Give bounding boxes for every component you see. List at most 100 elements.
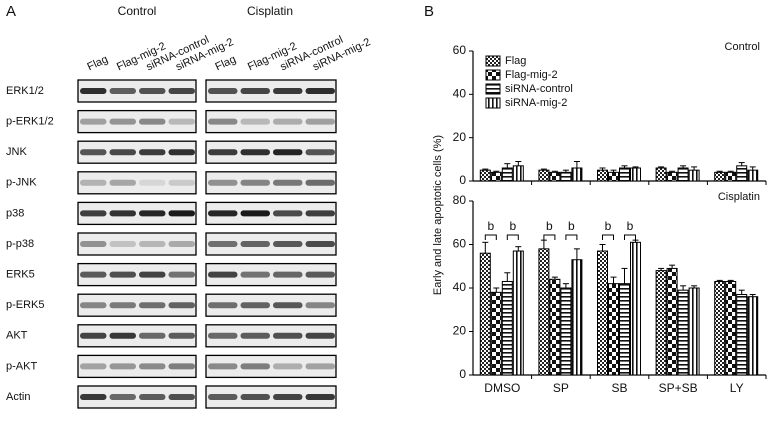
bar bbox=[560, 287, 572, 376]
blot-band bbox=[80, 271, 107, 278]
blot-band bbox=[168, 210, 195, 217]
blot-band bbox=[305, 118, 335, 125]
blot-box bbox=[77, 109, 197, 134]
blot-box bbox=[205, 354, 337, 379]
sig-bracket bbox=[543, 234, 556, 240]
blot-band bbox=[80, 149, 107, 156]
row-label: p38 bbox=[6, 207, 24, 219]
blot-band bbox=[139, 88, 166, 94]
bar bbox=[630, 241, 641, 376]
lane-label: Flag bbox=[213, 53, 237, 73]
blot-band bbox=[208, 241, 238, 247]
blot-band bbox=[80, 363, 107, 370]
blot-band bbox=[305, 241, 335, 247]
blot-box bbox=[77, 79, 197, 103]
blot-band bbox=[109, 88, 136, 94]
legend-swatch bbox=[485, 83, 501, 95]
row-label: p-JNK bbox=[6, 177, 37, 189]
bar bbox=[597, 250, 608, 376]
x-tick-label: LY bbox=[730, 381, 744, 395]
blot-box bbox=[205, 140, 337, 164]
blot-band bbox=[80, 210, 107, 217]
blot-band bbox=[109, 118, 136, 125]
blot-band bbox=[273, 149, 303, 156]
bar bbox=[747, 169, 759, 182]
blot-band bbox=[168, 88, 195, 94]
bar bbox=[666, 267, 678, 376]
blot-band bbox=[305, 363, 335, 370]
blot-band bbox=[139, 118, 166, 125]
panel-label: A bbox=[6, 3, 16, 20]
blot-band bbox=[273, 241, 303, 247]
blot-box bbox=[77, 385, 197, 409]
bar bbox=[490, 171, 502, 182]
blot-band bbox=[208, 118, 238, 125]
legend-label: Flag-mig-2 bbox=[505, 69, 558, 81]
bar bbox=[538, 248, 550, 376]
blot-box bbox=[205, 171, 337, 195]
row-label: JNK bbox=[6, 146, 27, 158]
blot-band bbox=[273, 179, 303, 186]
blot-band bbox=[109, 179, 136, 186]
blot-band bbox=[305, 179, 335, 186]
bar bbox=[538, 169, 550, 182]
bar bbox=[747, 296, 759, 376]
blot-band bbox=[240, 149, 270, 156]
blot-band bbox=[240, 88, 270, 94]
blot-band bbox=[208, 302, 238, 309]
blot-band bbox=[273, 302, 303, 309]
blot-box bbox=[77, 354, 197, 379]
blot-band bbox=[305, 302, 335, 309]
bar bbox=[479, 169, 491, 182]
blot-band bbox=[240, 118, 270, 125]
bar bbox=[619, 167, 630, 182]
blot-band bbox=[168, 394, 195, 400]
blot-band bbox=[80, 394, 107, 400]
blot-band bbox=[168, 149, 195, 156]
group-label: Cisplatin bbox=[247, 4, 293, 18]
chart-subtitle: Cisplatin bbox=[718, 191, 760, 203]
bar bbox=[512, 165, 524, 182]
blot-band bbox=[305, 394, 335, 400]
blot-box bbox=[77, 324, 197, 348]
blot-band bbox=[240, 363, 270, 370]
blot-band bbox=[208, 394, 238, 400]
blot-box bbox=[205, 79, 337, 103]
blot-band bbox=[109, 302, 136, 309]
row-label: p-AKT bbox=[6, 360, 37, 372]
sig-label: b bbox=[509, 219, 516, 233]
bar bbox=[560, 171, 572, 182]
sig-bracket bbox=[602, 234, 614, 240]
blot-band bbox=[139, 363, 166, 370]
blot-band bbox=[109, 332, 136, 339]
bar bbox=[714, 280, 726, 376]
row-label: ERK5 bbox=[6, 269, 35, 281]
y-tick-label: 20 bbox=[453, 130, 467, 144]
sig-label: b bbox=[627, 219, 634, 233]
blot-band bbox=[80, 332, 107, 339]
blot-band bbox=[273, 210, 303, 217]
sig-label: b bbox=[568, 219, 575, 233]
legend-swatch bbox=[485, 69, 501, 81]
bar bbox=[630, 167, 641, 182]
y-axis-label: Early and late apoptotic cells (%) bbox=[432, 135, 444, 295]
blot-band bbox=[80, 302, 107, 309]
sig-label: b bbox=[487, 219, 494, 233]
chart-subtitle: Control bbox=[725, 41, 760, 53]
blot-band bbox=[273, 363, 303, 370]
blot-band bbox=[240, 241, 270, 247]
blot-band bbox=[168, 332, 195, 339]
blot-band bbox=[109, 149, 136, 156]
bar bbox=[597, 169, 608, 182]
blot-band bbox=[139, 179, 166, 186]
sig-bracket bbox=[484, 234, 497, 240]
bar bbox=[619, 283, 630, 376]
x-tick-label: DMSO bbox=[484, 381, 520, 395]
blot-band bbox=[208, 271, 238, 278]
bar bbox=[571, 167, 583, 182]
bar bbox=[479, 252, 491, 376]
blot-band bbox=[168, 363, 195, 370]
panel-label: B bbox=[424, 3, 434, 20]
